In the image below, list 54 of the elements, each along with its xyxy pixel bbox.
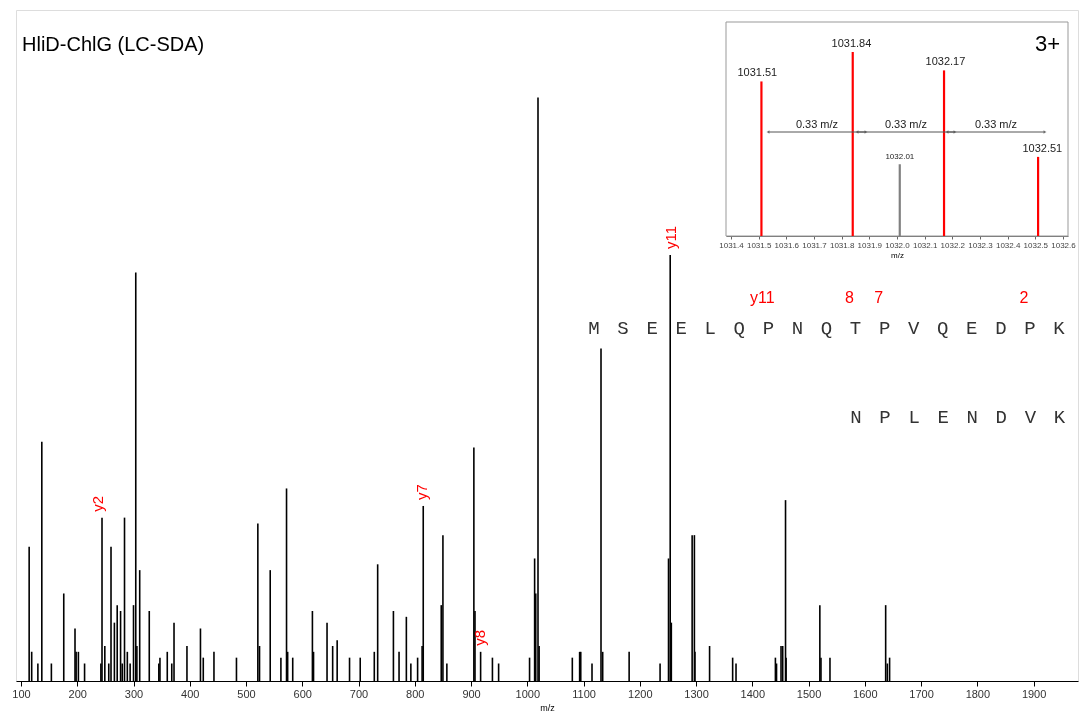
x-tick-label: 400 [181, 687, 200, 700]
annotation: y8 [470, 629, 488, 646]
annotation: y11 [662, 225, 680, 250]
x-tick-label: 1032.3 [968, 240, 994, 250]
x-tick-label: 1600 [853, 687, 878, 700]
x-tick-label: 500 [237, 687, 256, 700]
x-tick-label: 1031.9 [857, 240, 883, 250]
x-tick-label: 1800 [965, 687, 991, 700]
x-tick-label: 1000 [515, 687, 541, 700]
x-tick-label: 1032.4 [995, 240, 1021, 250]
x-tick-label: 1032.5 [1023, 240, 1049, 250]
annotation: 3+ [1034, 31, 1060, 56]
x-tick-label: 1500 [796, 687, 822, 700]
chart-title: HliD-ChlG (LC-SDA) [22, 33, 205, 55]
x-tick-label: 1031.6 [774, 240, 800, 250]
x-tick-label: 600 [293, 687, 312, 700]
x-axis-title: m/z [891, 250, 904, 260]
x-tick-label: 100 [12, 687, 31, 700]
annotation: 0.33 m/z [795, 118, 839, 130]
x-tick-label: 1100 [572, 687, 596, 700]
x-tick-label: 1700 [909, 687, 934, 700]
x-tick-label: 1032.1 [912, 240, 938, 250]
x-tick-label: 300 [124, 687, 144, 700]
annotation: 1031.51 [737, 66, 778, 79]
annotation: 1032.17 [925, 55, 966, 68]
annotation: 7 [874, 289, 884, 306]
x-tick-label: 1031.8 [829, 240, 855, 250]
x-tick-label: 1032.2 [940, 240, 966, 250]
x-axis-title: m/z [540, 702, 556, 713]
x-tick-label: 1900 [1021, 687, 1047, 700]
x-tick-label: 1200 [628, 687, 653, 700]
x-tick-label: 1031.4 [719, 240, 745, 250]
annotation: y2 [88, 495, 106, 512]
x-tick-label: 700 [349, 687, 369, 700]
x-tick-label: 1032.0 [885, 240, 911, 250]
text: M S E E L Q P N Q T P V Q E D P K [588, 318, 1065, 340]
x-tick-label: 1400 [740, 687, 766, 700]
x-tick-label: 1032.6 [1051, 240, 1077, 250]
annotation: 1032.01 [885, 152, 915, 162]
annotation: 1031.84 [831, 37, 872, 49]
annotation: N P L E N D V K [850, 407, 1066, 429]
annotation: 0.33 m/z [974, 118, 1018, 130]
annotation: 2 [1019, 289, 1029, 306]
annotation: y7 [413, 484, 431, 500]
x-tick-label: 900 [462, 687, 481, 700]
x-tick-label: 800 [406, 687, 425, 700]
annotation: 1032.51 [1022, 141, 1063, 154]
x-tick-label: 200 [68, 687, 87, 700]
x-tick-label: 1300 [684, 687, 709, 700]
annotation: y11 [750, 289, 775, 306]
x-tick-label: 1031.5 [746, 240, 772, 250]
x-tick-label: 1031.7 [802, 240, 828, 250]
annotation: 0.33 m/z [884, 118, 928, 130]
annotation: 8 [845, 289, 855, 306]
